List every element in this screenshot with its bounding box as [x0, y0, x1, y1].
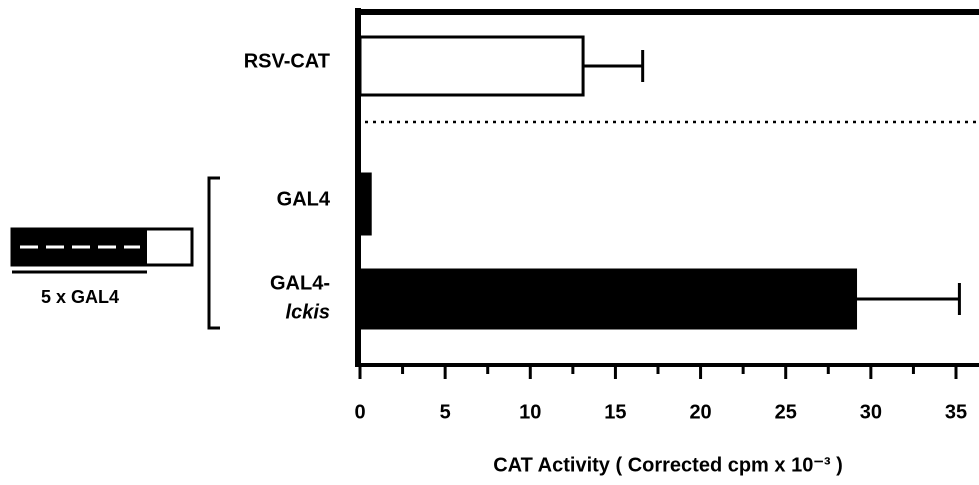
error-bar: [855, 283, 961, 315]
construct-label: 5 x GAL4: [41, 287, 119, 307]
bar: [358, 35, 585, 97]
category-label: GAL4-: [270, 272, 330, 294]
x-tick-label: 5: [440, 401, 451, 423]
category-label: GAL4: [277, 188, 331, 210]
error-bar: [583, 50, 645, 82]
x-tick-label: 35: [945, 401, 967, 423]
category-label: lckis: [286, 301, 330, 323]
x-tick-label: 20: [689, 401, 711, 423]
bar: [358, 268, 858, 330]
bar: [358, 172, 372, 236]
category-label: RSV-CAT: [244, 50, 330, 72]
x-tick-label: 30: [860, 401, 882, 423]
construct-diagram: [10, 176, 220, 330]
x-tick-label: 10: [519, 401, 541, 423]
x-tick-label: 15: [604, 401, 626, 423]
x-axis-label: CAT Activity ( Corrected cpm x 10⁻³ ): [493, 454, 843, 476]
x-tick-label: 25: [775, 401, 797, 423]
x-tick-label: 0: [354, 401, 365, 423]
